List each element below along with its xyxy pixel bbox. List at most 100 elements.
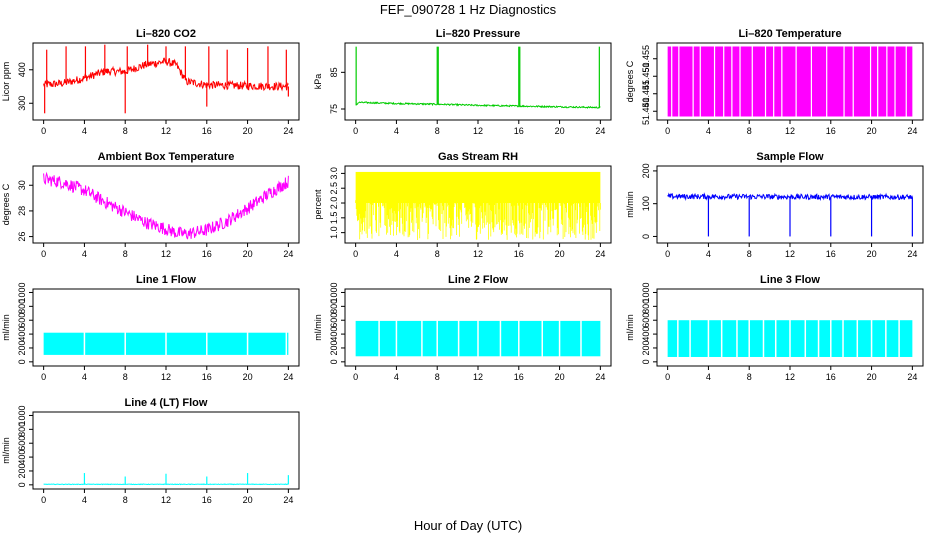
y-tick-label: 0: [329, 359, 339, 364]
y-tick-label: 51.455: [641, 45, 651, 73]
y-tick-label: 1000: [329, 282, 339, 302]
x-tick-label: 16: [514, 126, 524, 136]
panel-co2: Li–820 CO2 Licor ppm 0 4 8 12 16 20 24 300 400: [1, 28, 300, 136]
y-tick-label: 3.0: [329, 167, 339, 180]
x-tick-label: 0: [665, 249, 670, 259]
panel-rh: Gas Stream RH percent 0 4 8 12 16 20 24 1.01.5 2.0…: [313, 151, 612, 259]
y-tick-label: 600: [17, 313, 27, 328]
y-tick-label: 200: [641, 163, 651, 178]
x-tick-label: 20: [867, 372, 877, 382]
y-tick-label: 800: [329, 299, 339, 314]
y-tick-label: 200: [17, 340, 27, 355]
x-tick-label: 12: [785, 372, 795, 382]
y-tick-label: 1000: [17, 282, 27, 302]
y-tick-label: 100: [641, 196, 651, 211]
x-tick-label: 8: [123, 249, 128, 259]
y-tick-label: 2.5: [329, 182, 339, 195]
x-tick-label: 0: [665, 126, 670, 136]
series-pressure: [355, 46, 601, 109]
y-tick-label: 30: [17, 180, 27, 190]
panel-title: Ambient Box Temperature: [98, 151, 235, 163]
series-line3: [667, 318, 913, 359]
series-licor-temp: [667, 43, 913, 120]
x-tick-label: 0: [353, 372, 358, 382]
y-tick-label: 1000: [17, 405, 27, 425]
x-tick-label: 0: [41, 126, 46, 136]
y-tick-label: 2.0: [329, 197, 339, 210]
x-tick-label: 4: [706, 372, 711, 382]
x-tick-label: 24: [283, 495, 293, 505]
x-tick-label: 4: [394, 372, 399, 382]
x-tick-label: 12: [161, 495, 171, 505]
y-tick-label: 51.440: [641, 97, 651, 125]
panel-title: Line 4 (LT) Flow: [125, 397, 208, 409]
x-tick-label: 8: [435, 249, 440, 259]
x-tick-label: 16: [202, 372, 212, 382]
x-tick-label: 0: [353, 126, 358, 136]
panel-line1: Line 1 Flow ml/min 0 4 8 12 16 20 24 0 20040060080…: [1, 274, 300, 382]
panel-line4: Line 4 (LT) Flow ml/min 0 4 8 12 16 20 24 0 200400…: [1, 397, 300, 505]
series-ambient-temp: [43, 171, 289, 240]
y-tick-label: 0: [17, 482, 27, 487]
x-tick-label: 8: [123, 495, 128, 505]
y-tick-label: 400: [17, 62, 27, 77]
y-tick-label: 0: [641, 234, 651, 239]
y-axis-label: percent: [313, 189, 323, 220]
band: [667, 46, 913, 117]
x-tick-label: 20: [867, 249, 877, 259]
x-tick-label: 12: [161, 372, 171, 382]
y-axis-label: degrees C: [625, 60, 635, 102]
x-tick-label: 8: [435, 372, 440, 382]
x-tick-label: 12: [785, 126, 795, 136]
panel-title: Li–820 Pressure: [436, 28, 520, 40]
page-x-axis-label: Hour of Day (UTC): [413, 518, 523, 533]
page-title: FEF_090728 1 Hz Diagnostics: [379, 2, 557, 17]
x-tick-label: 16: [826, 249, 836, 259]
y-axis-label: ml/min: [625, 314, 635, 341]
x-tick-label: 12: [473, 249, 483, 259]
x-tick-label: 24: [595, 126, 605, 136]
x-tick-label: 24: [283, 126, 293, 136]
x-tick-label: 16: [202, 249, 212, 259]
panel-line3: Line 3 Flow ml/min 0 4 8 12 16 20 24 0 20040060080…: [625, 274, 924, 382]
panel-title: Line 3 Flow: [760, 274, 820, 286]
x-tick-label: 16: [514, 249, 524, 259]
y-tick-label: 1000: [641, 282, 651, 302]
y-tick-label: 800: [641, 299, 651, 314]
y-axis-label: ml/min: [1, 314, 11, 341]
x-tick-label: 12: [473, 126, 483, 136]
y-tick-label: 400: [17, 327, 27, 342]
y-tick-label: 0: [641, 359, 651, 364]
plot-frame: [344, 42, 612, 121]
y-tick-label: 1.0: [329, 226, 339, 239]
series-line: [43, 171, 289, 240]
x-tick-label: 12: [473, 372, 483, 382]
x-tick-label: 12: [161, 249, 171, 259]
series-sample-flow: [667, 192, 913, 237]
y-tick-label: 600: [641, 313, 651, 328]
series-line: [355, 101, 601, 109]
x-tick-label: 4: [706, 249, 711, 259]
x-tick-label: 20: [243, 249, 253, 259]
x-tick-label: 4: [82, 372, 87, 382]
y-tick-label: 200: [641, 340, 651, 355]
x-tick-label: 20: [555, 249, 565, 259]
x-tick-label: 20: [243, 495, 253, 505]
x-tick-label: 20: [867, 126, 877, 136]
panel-title: Line 2 Flow: [448, 274, 508, 286]
x-tick-label: 4: [82, 126, 87, 136]
y-axis-label: ml/min: [313, 314, 323, 341]
panel-ambient-temp: Ambient Box Temperature degrees C 0 4 8 12 16 2…: [1, 151, 300, 259]
y-tick-label: 400: [641, 327, 651, 342]
x-tick-label: 16: [202, 495, 212, 505]
y-axis-label: degrees C: [1, 183, 11, 225]
panel-title: Line 1 Flow: [136, 274, 196, 286]
series-co2: [43, 44, 289, 114]
series-line2: [355, 318, 601, 359]
x-tick-label: 8: [747, 126, 752, 136]
y-tick-label: 51.445: [641, 80, 651, 108]
x-tick-label: 0: [41, 249, 46, 259]
series-rh: [355, 171, 601, 240]
y-tick-label: 0: [17, 359, 27, 364]
x-tick-label: 16: [826, 126, 836, 136]
